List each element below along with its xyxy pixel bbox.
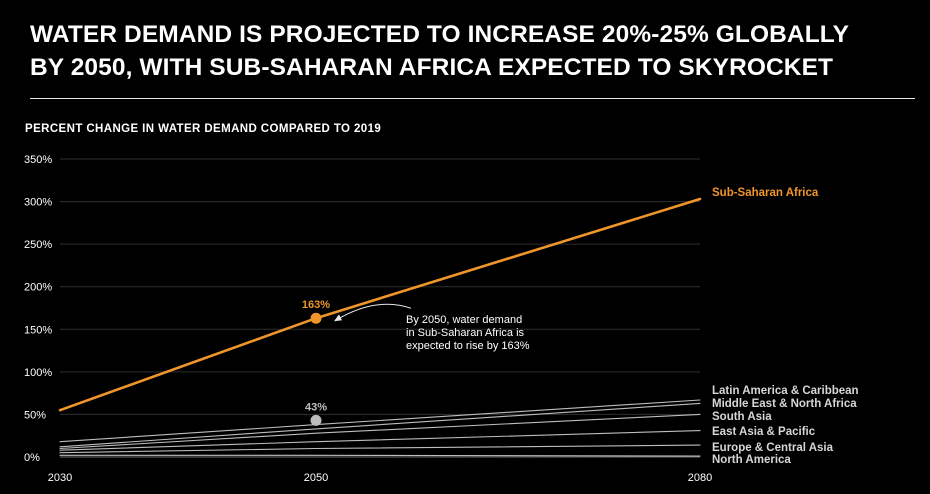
- page-title: WATER DEMAND IS PROJECTED TO INCREASE 20…: [30, 18, 920, 84]
- grid-layer: [60, 158, 700, 458]
- series-label-latin-america-and-caribbean: Latin America & Caribbean: [712, 385, 859, 397]
- y-tick-label-300: 300%: [24, 197, 52, 209]
- y-tick-label-50: 50%: [24, 409, 46, 421]
- y-tick-label-0: 0%: [24, 452, 40, 464]
- title-divider: [30, 98, 915, 99]
- series-label-europe-and-central-asia: Europe & Central Asia: [712, 442, 834, 454]
- title-line-1: WATER DEMAND IS PROJECTED TO INCREASE 20…: [30, 21, 850, 48]
- series-label-south-asia: South Asia: [712, 411, 772, 423]
- highlight-point-global: [310, 414, 322, 426]
- series-line-south-asia: [59, 413, 701, 450]
- series-line-middle-east-and-north-africa: [59, 402, 701, 448]
- y-tick-label-250: 250%: [24, 239, 52, 251]
- series-line-north-america: [59, 454, 701, 457]
- series-label-east-asia-and-pacific: East Asia & Pacific: [712, 426, 816, 438]
- chart-title: PERCENT CHANGE IN WATER DEMAND COMPARED …: [25, 123, 382, 135]
- series-label-middle-east-and-north-africa: Middle East & North Africa: [712, 398, 857, 410]
- annotation-text-line-3: expected to rise by 163%: [406, 340, 530, 352]
- label-layer: 0% 50% 100% 150% 200% 250% 300% 350% 2030 2050 208…: [24, 154, 859, 484]
- highlight-label-sub-saharan-africa: 163%: [302, 299, 330, 311]
- title-line-2: BY 2050, WITH SUB-SAHARAN AFRICA EXPECTE…: [30, 54, 834, 81]
- annotation-text-line-2: in Sub-Saharan Africa is: [406, 327, 525, 339]
- annotation-connector: [335, 303, 412, 321]
- y-tick-label-350: 350%: [24, 154, 52, 166]
- highlight-layer: [310, 312, 322, 426]
- x-tick-label-2030: 2030: [48, 472, 72, 484]
- series-line-east-asia-and-pacific: [59, 430, 701, 451]
- highlight-point-sub-saharan-africa: [310, 312, 322, 324]
- y-tick-label-150: 150%: [24, 324, 52, 336]
- highlight-label-global: 43%: [305, 401, 327, 413]
- series-label-sub-saharan-africa: Sub-Saharan Africa: [712, 187, 819, 199]
- series-line-latin-america-and-caribbean: [59, 399, 701, 443]
- y-tick-label-200: 200%: [24, 282, 52, 294]
- x-tick-label-2050: 2050: [304, 472, 328, 484]
- annotation-arrowhead: [334, 314, 342, 322]
- y-tick-label-100: 100%: [24, 367, 52, 379]
- annotation-text-line-1: By 2050, water demand: [406, 314, 522, 326]
- x-tick-label-2080: 2080: [688, 472, 712, 484]
- series-label-north-america: North America: [712, 454, 791, 466]
- series-line-europe-and-central-asia: [59, 444, 701, 454]
- series-layer: [58, 197, 702, 457]
